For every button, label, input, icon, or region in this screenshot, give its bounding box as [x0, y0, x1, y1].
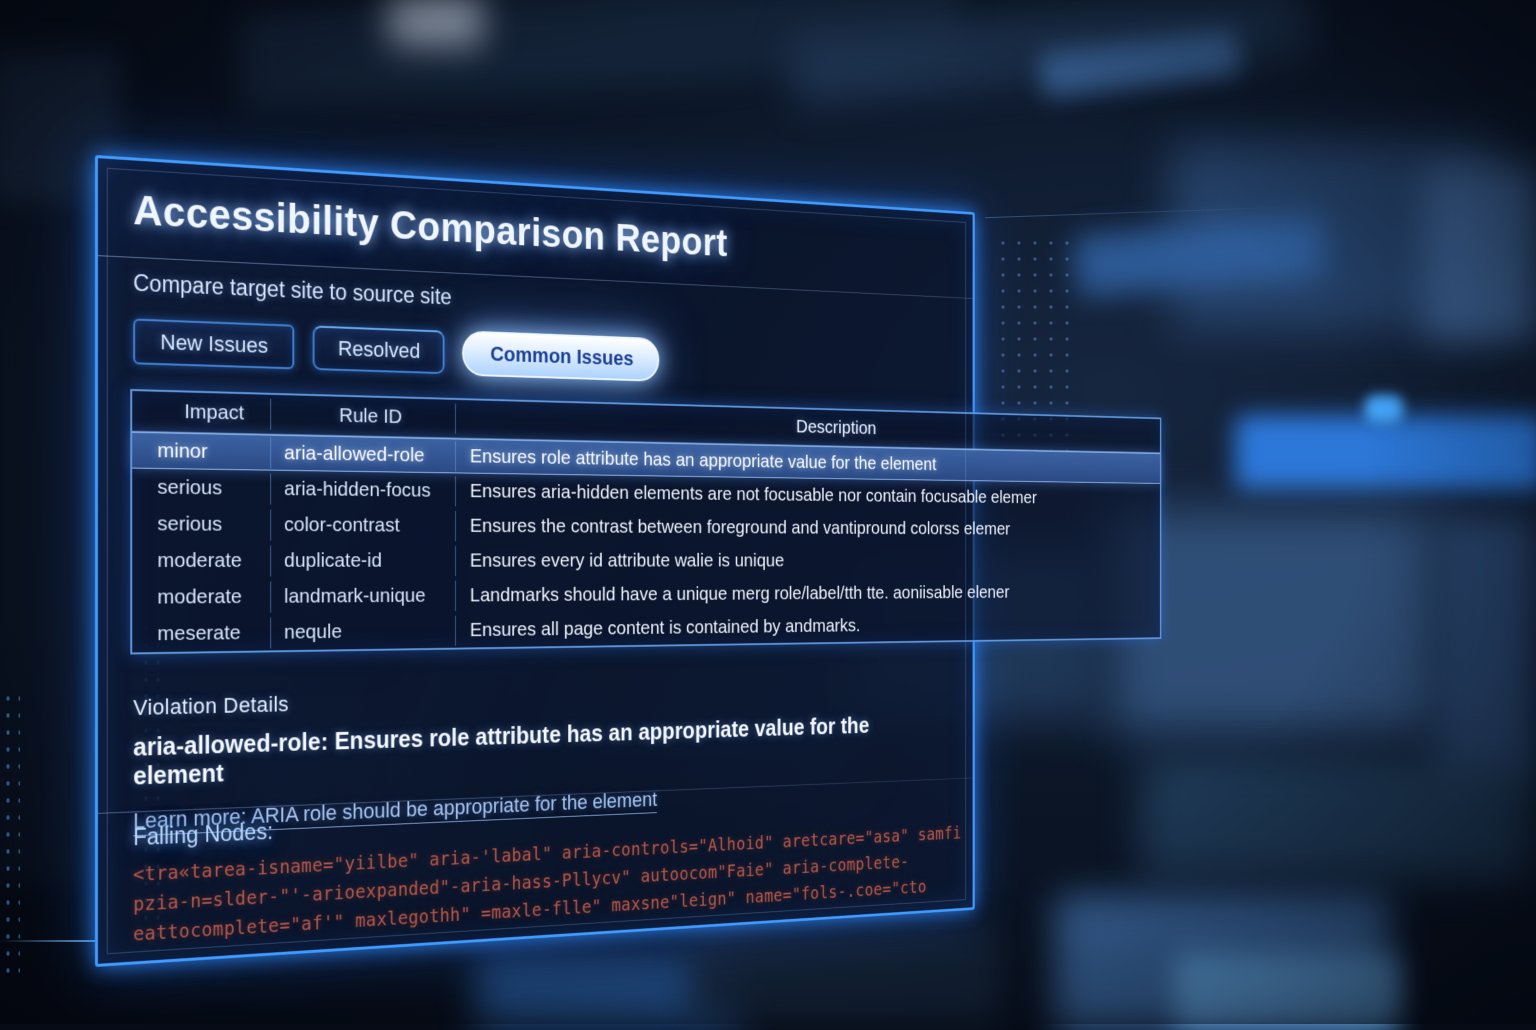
- table-row[interactable]: moderate duplicate-id Ensures every id a…: [132, 542, 1160, 579]
- violation-summary: aria-allowed-role: Ensures role attribut…: [133, 713, 870, 791]
- rule-id-cell: aria-allowed-role: [270, 437, 456, 472]
- impact-cell: minor: [157, 438, 208, 463]
- impact-cell: serious: [157, 475, 223, 499]
- column-header-rule-id: Rule ID: [270, 398, 456, 434]
- page-title: Accessibility Comparison Report: [133, 186, 728, 265]
- rule-id-cell: aria-hidden-focus: [270, 473, 456, 506]
- column-header-impact: Impact: [184, 400, 245, 425]
- rule-id-cell: nequle: [270, 615, 456, 648]
- rule-id-cell: landmark-unique: [270, 580, 456, 613]
- holo-extension-line: [0, 940, 95, 942]
- tab-new-issues[interactable]: New Issues: [133, 318, 294, 370]
- impact-cell: serious: [157, 511, 223, 536]
- impact-cell: meserate: [157, 621, 241, 645]
- description-cell: Landmarks should have a unique merg role…: [455, 578, 1160, 611]
- tab-resolved[interactable]: Resolved: [312, 325, 445, 375]
- issues-table: Impact Rule ID Description minor aria-al…: [130, 388, 1162, 655]
- description-cell: Ensures all page content is contained by…: [455, 608, 1160, 646]
- rule-id-cell: duplicate-id: [270, 544, 456, 577]
- description-cell: Ensures every id attribute walie is uniq…: [455, 545, 1160, 576]
- page-subtitle: Compare target site to source site: [133, 269, 452, 310]
- impact-cell: moderate: [157, 584, 242, 609]
- report-tabs: New Issues Resolved Common Issues: [133, 317, 660, 382]
- rule-id-cell: color-contrast: [270, 509, 456, 541]
- impact-cell: moderate: [157, 548, 242, 572]
- holo-dot-grid: [2, 690, 20, 980]
- description-cell: Ensures the contrast between foreground …: [455, 510, 1160, 544]
- tab-common-issues[interactable]: Common Issues: [462, 330, 660, 382]
- accessibility-report-panel: Accessibility Comparison Report Compare …: [95, 155, 1162, 967]
